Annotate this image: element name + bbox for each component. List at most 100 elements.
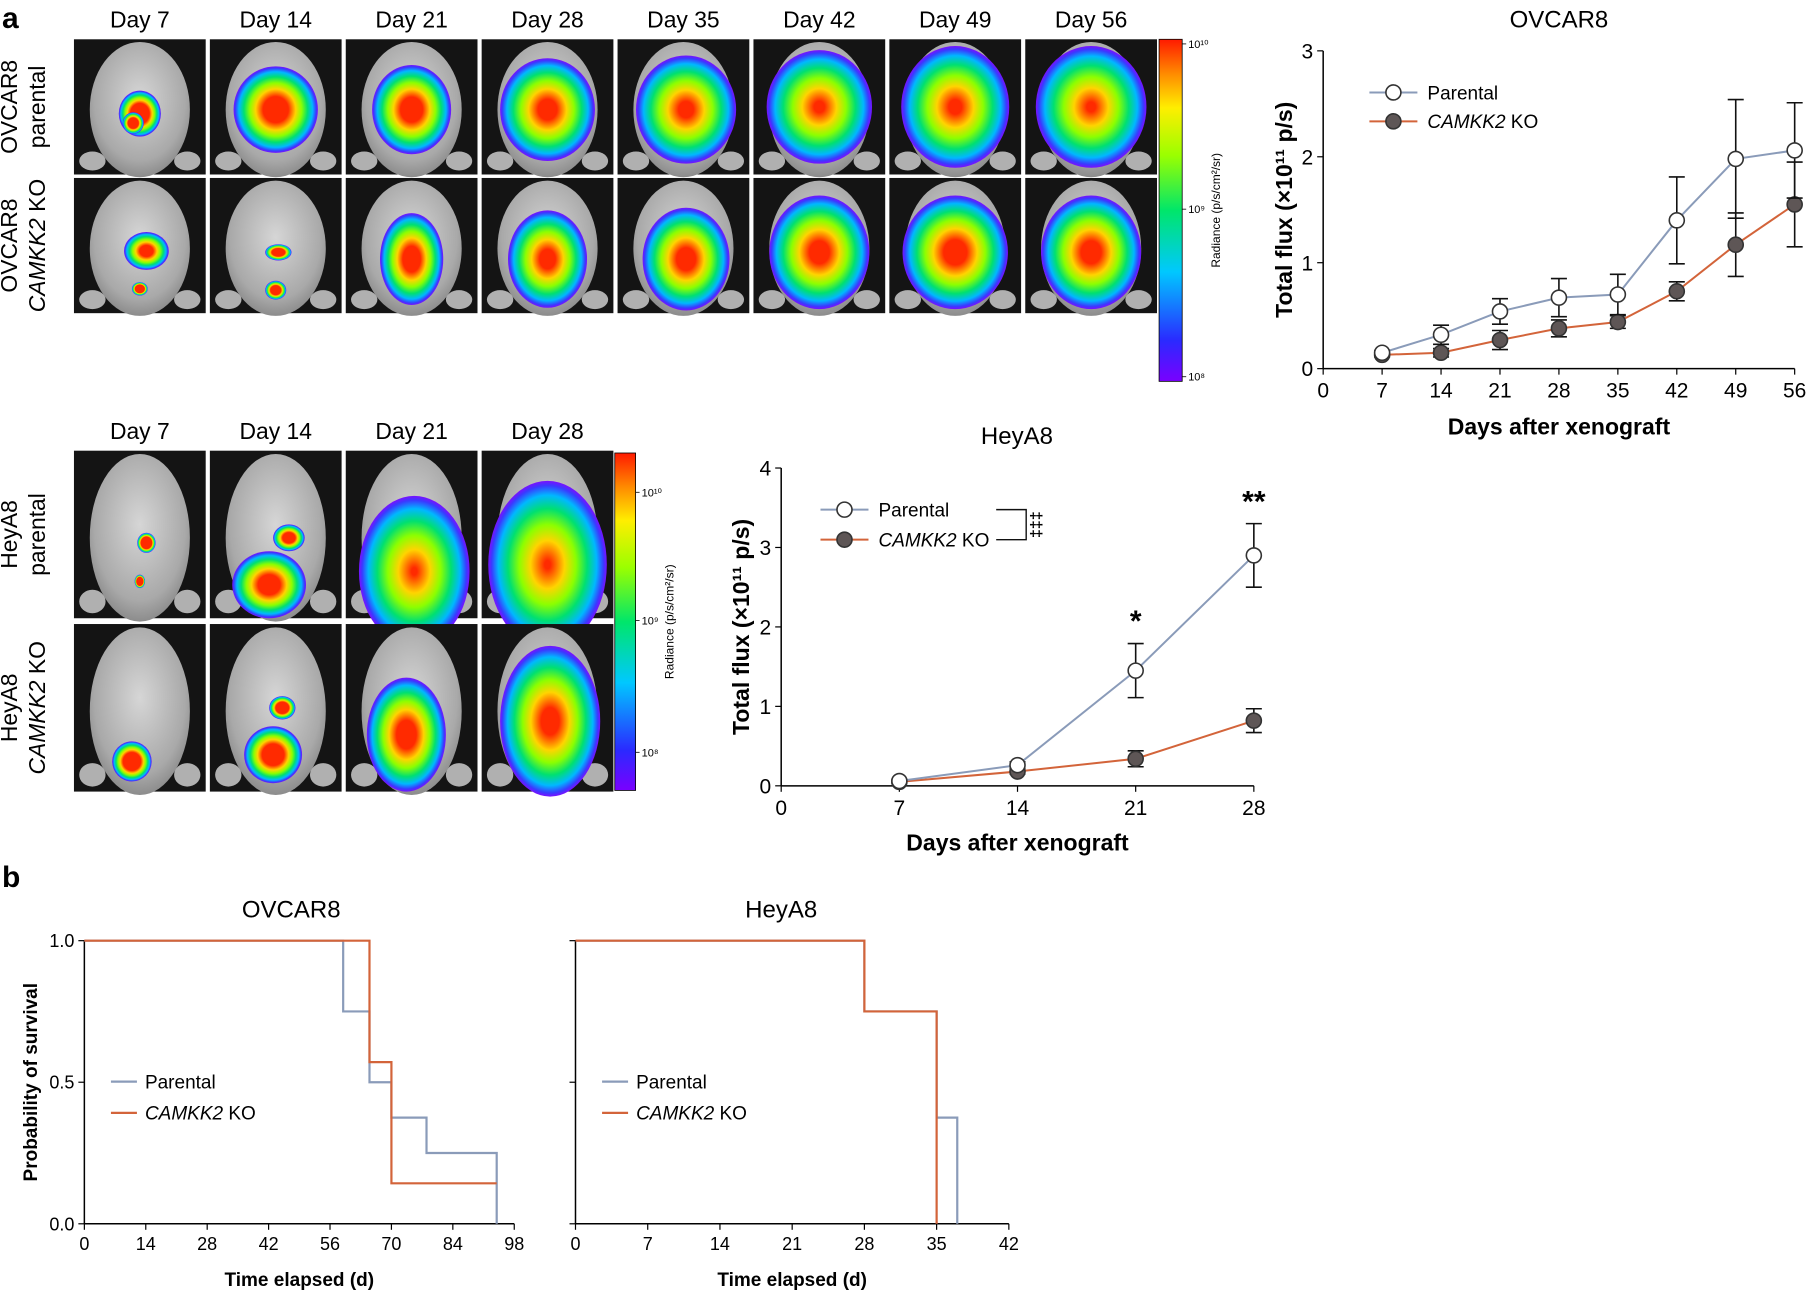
ovcar8_flux-series-line-1 — [1382, 203, 1796, 356]
ovcar8-tile-r1-c7-mouse-leg-left — [1030, 290, 1057, 310]
ovcar8-colorbar-tick-label-1: 10⁹ — [1188, 204, 1205, 216]
ovcar8-tile-r1-c7 — [1025, 177, 1157, 316]
heya8-row-label-line1-1: HeyA8 — [0, 673, 22, 742]
ovcar8_flux-point-0-7 — [1786, 142, 1803, 159]
ovcar8_survival-legend-label-0: Parental — [145, 1072, 216, 1093]
ovcar8-tile-r0-c7-mouse-leg-left — [1030, 151, 1057, 171]
ovcar8-tile-r1-c0-mouse-leg-left — [79, 290, 106, 310]
ovcar8-tile-r0-c2 — [345, 39, 478, 178]
ovcar8-tile-r1-c6-signal-0 — [902, 195, 1008, 310]
heya8_flux-xtick-label-2: 14 — [1006, 797, 1030, 820]
heya8_flux-legend-label-0: Parental — [878, 500, 949, 521]
heya8_survival-xlabel: Time elapsed (d) — [717, 1270, 867, 1291]
ovcar8-tile-r1-c1 — [209, 177, 342, 316]
heya8_flux-xtick-label-0: 0 — [775, 797, 787, 820]
ovcar8-tile-r0-c6-mouse-leg-left — [894, 151, 921, 171]
heya8-tile-r1-c0-signal-0 — [112, 741, 152, 782]
ovcar8-tile-r1-c6-mouse-leg-right — [989, 290, 1016, 310]
heya8_flux-xtick-label-3: 21 — [1124, 797, 1147, 820]
ovcar8-tile-r1-c0-mouse-leg-right — [174, 290, 201, 310]
ovcar8-day-header-6: Day 49 — [919, 7, 991, 33]
ovcar8_survival-ylabel-group: Probability of survival — [21, 983, 42, 1182]
heya8_survival-xtick-label-2: 14 — [710, 1234, 730, 1254]
heya8_flux-point-0-2 — [1127, 662, 1144, 679]
heya8-tile-r0-c2 — [345, 450, 478, 647]
ovcar8_survival-legend-label-1: CAMKK2 KO — [145, 1104, 256, 1125]
ovcar8-row-label-line1-0: OVCAR8 — [0, 60, 22, 154]
ovcar8_flux-point-1-2 — [1491, 331, 1509, 349]
heya8-tile-r1-c2 — [345, 624, 478, 795]
ovcar8-day-header-0: Day 7 — [110, 7, 170, 33]
ovcar8-tile-r1-c1-mouse-leg-right — [309, 290, 337, 310]
heya8-tile-r0-c0 — [73, 450, 206, 622]
heya8_flux-xlabel: Days after xenograft — [906, 830, 1129, 856]
chart-heya8-flux: HeyA8 0 7 14 21 28 0 1 2 3 4 Days after xenograft To… — [728, 423, 1266, 856]
heya8-row-label-line2-1: CAMKK2 KO — [24, 641, 50, 774]
heya8-tile-r1-c1 — [209, 624, 342, 795]
ovcar8-tile-r1-c1-signal-1 — [265, 280, 287, 300]
ovcar8_flux-xtick-label-0: 0 — [1317, 380, 1329, 403]
ovcar8-tile-r0-c4-mouse-leg-left — [622, 151, 650, 171]
ovcar8_flux-legend-label-0-text: Parental — [1427, 83, 1498, 104]
ovcar8_survival-xtick-label-7: 98 — [504, 1234, 524, 1254]
heya8-colorbar-tick-label-0: 10¹⁰ — [642, 487, 663, 499]
ovcar8_flux-ylabel: Total flux (×10¹¹ p/s) — [1271, 102, 1297, 318]
ovcar8-row-label-line1-1: OVCAR8 — [0, 199, 22, 293]
heya8_flux-ytick-label-1: 1 — [760, 696, 772, 719]
heya8-row-label-line2-text-0: parental — [24, 493, 50, 576]
ovcar8_survival-xtick-label-5: 70 — [381, 1234, 401, 1254]
ovcar8-colorbar — [1158, 38, 1183, 382]
heya8_flux-xtick-label-4: 28 — [1242, 797, 1265, 820]
ovcar8_survival-km-curve-1 — [84, 939, 497, 1185]
ovcar8-tile-r1-c4 — [617, 177, 750, 316]
ovcar8-tile-r1-c4-mouse-leg-left — [622, 290, 650, 310]
heya8_flux-legend-mark: ‡‡‡ — [1027, 511, 1044, 538]
panel-label-a: a — [2, 2, 19, 35]
ovcar8-colorbar-tick-label-0: 10¹⁰ — [1188, 39, 1209, 51]
ovcar8_flux-ytick-label-0: 0 — [1301, 358, 1313, 381]
heya8-day-header-0: Day 7 — [110, 418, 170, 444]
heya8_survival-legend-label-1-italic: CAMKK2 — [636, 1104, 715, 1125]
heya8-tile-r0-c3 — [481, 450, 614, 649]
ovcar8-tile-r0-c5 — [753, 39, 886, 178]
ovcar8-row-label-0: OVCAR8 parental — [0, 60, 50, 154]
heya8-tile-r0-c0-mouse-leg-right — [174, 589, 201, 614]
heya8_survival-km-curve-1 — [575, 939, 938, 1224]
ovcar8-tile-r0-c5-mouse-leg-left — [758, 151, 786, 171]
heya8_flux-ytick-label-4: 4 — [760, 458, 772, 481]
heya8_flux-series-line-1 — [899, 719, 1255, 783]
heya8_flux-point-0-0 — [891, 772, 908, 790]
heya8_survival-xtick-label-3: 21 — [782, 1234, 802, 1254]
ovcar8-row-label-1: OVCAR8 CAMKK2 KO — [0, 179, 50, 312]
ovcar8-tile-r0-c7 — [1025, 39, 1157, 178]
heya8-tile-r0-c2-signal-0 — [358, 495, 470, 647]
ovcar8-tile-r0-c5-signal-0 — [766, 50, 873, 164]
ovcar8-tile-r0-c0-signal-1 — [122, 112, 144, 134]
heya8-row-label-line1-0: HeyA8 — [0, 500, 22, 569]
ovcar8-colorbar-label: Radiance (p/s/cm²/sr) — [1209, 153, 1223, 268]
heya8-tile-r1-c1-mouse-leg-right — [309, 763, 337, 787]
heya8-tile-r1-c1-mouse-leg-left — [215, 763, 242, 787]
heya8-tile-r0-c1 — [209, 450, 342, 622]
ovcar8-tile-r0-c1-mouse-leg-left — [215, 151, 242, 171]
ovcar8_survival-ytick-label-0: 0.0 — [49, 1214, 74, 1234]
ovcar8-tile-r1-c0 — [73, 177, 206, 316]
ovcar8_flux-xtick-label-8: 56 — [1783, 380, 1806, 403]
heya8_survival-km-curve-0 — [575, 939, 959, 1224]
heya8-tile-r1-c3-mouse-leg-left — [486, 763, 514, 787]
ovcar8-tile-r1-c2 — [345, 177, 478, 316]
heya8_flux-annotation-0: * — [1130, 605, 1142, 638]
heya8_survival-xtick-label-5: 35 — [927, 1234, 947, 1254]
ovcar8_survival-xlabel: Time elapsed (d) — [225, 1270, 375, 1291]
ovcar8_survival-xtick-label-2: 28 — [197, 1234, 217, 1254]
ovcar8-tile-r1-c1-signal-0 — [265, 244, 292, 261]
heya8-tile-r1-c0-mouse-leg-right — [174, 763, 201, 787]
heya8_flux-ylabel: Total flux (×10¹¹ p/s) — [728, 519, 754, 735]
ovcar8-tile-r0-c1-mouse-leg-right — [309, 151, 337, 171]
heya8-day-header-1: Day 14 — [239, 418, 312, 444]
ovcar8-tile-r0-c3-signal-0 — [500, 58, 595, 161]
heya8_survival-legend-label-1-text: KO — [714, 1104, 747, 1125]
ovcar8-tile-r1-c5-mouse-leg-left — [758, 290, 786, 310]
ovcar8-tile-r1-c2-signal-0 — [380, 213, 444, 306]
ovcar8-colorbar-label-group: Radiance (p/s/cm²/sr) — [1209, 153, 1223, 268]
